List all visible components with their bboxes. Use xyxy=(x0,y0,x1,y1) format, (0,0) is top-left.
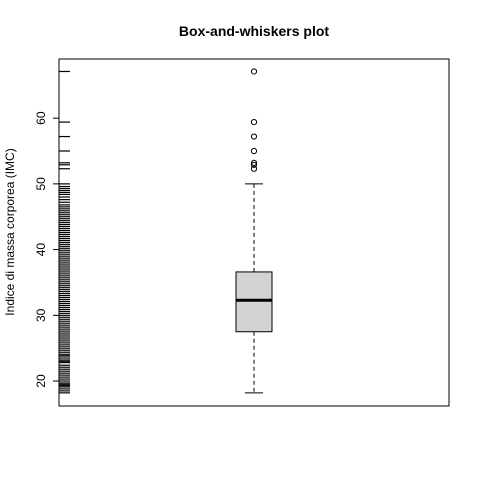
y-tick-label-40: 40 xyxy=(34,243,48,257)
outlier-point xyxy=(250,161,258,168)
y-axis-label: Indice di massa corporea (IMC) xyxy=(3,148,17,315)
iqr-box xyxy=(235,271,273,333)
outlier-point xyxy=(250,133,258,140)
outlier-point xyxy=(250,159,258,166)
outlier-point xyxy=(250,118,258,126)
y-tick-label-30: 30 xyxy=(34,308,48,322)
outlier-point xyxy=(250,147,258,155)
y-axis: 20 30 40 50 60 xyxy=(34,111,60,388)
rug xyxy=(59,70,70,394)
y-tick-label-60: 60 xyxy=(34,111,48,125)
outlier-point xyxy=(250,68,258,75)
y-tick-label-50: 50 xyxy=(34,177,48,191)
y-tick-label-20: 20 xyxy=(34,374,48,388)
chart-title: Box-and-whiskers plot xyxy=(179,23,329,39)
box-and-whiskers xyxy=(235,68,273,394)
outlier-point xyxy=(250,165,258,172)
